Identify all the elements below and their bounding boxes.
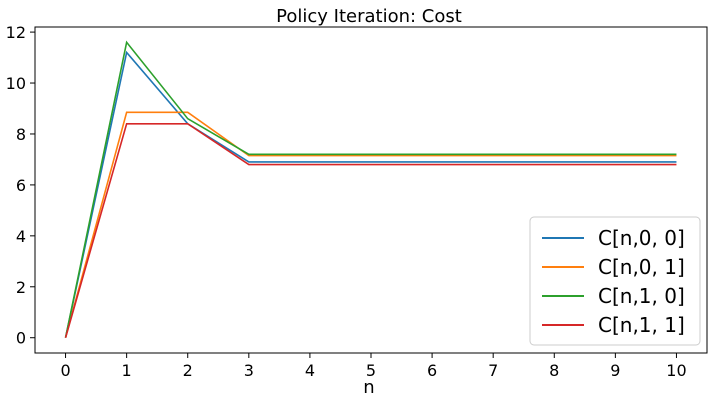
series-line-2 [64, 40, 677, 338]
y-tick-label: 2 [16, 278, 26, 297]
x-tick-label: 4 [305, 361, 315, 380]
legend: C[n,0, 0] C[n,0, 1] C[n,1, 0] C[n,1, 1] [529, 216, 701, 346]
x-tick-label: 10 [666, 361, 686, 380]
chart-title: Policy Iteration: Cost [276, 6, 462, 27]
x-tick-label: 7 [488, 361, 498, 380]
x-axis-title: n [363, 377, 374, 398]
legend-box [529, 216, 701, 346]
x-tick-label: 5 [366, 361, 376, 380]
legend-label: C[n,1, 1] [598, 313, 685, 337]
x-tick-label: 9 [610, 361, 620, 380]
series-layer [64, 40, 677, 338]
x-tick-label: 8 [549, 361, 559, 380]
x-tick-label: 0 [60, 361, 70, 380]
y-tick-label: 6 [16, 176, 26, 195]
x-tick-label: 1 [122, 361, 132, 380]
legend-label: C[n,0, 1] [598, 255, 685, 279]
y-tick-label: 0 [16, 329, 26, 348]
x-tick-label: 6 [427, 361, 437, 380]
series-line-3 [64, 122, 677, 338]
series-line-0 [64, 50, 677, 338]
legend-label: C[n,0, 0] [598, 226, 685, 250]
y-axis: 0 2 4 6 8 10 12 [6, 23, 35, 348]
y-tick-label: 10 [6, 74, 26, 93]
y-tick-label: 8 [16, 125, 26, 144]
series-line-1 [64, 111, 677, 338]
y-tick-label: 4 [16, 227, 26, 246]
x-tick-label: 3 [244, 361, 254, 380]
x-tick-label: 2 [183, 361, 193, 380]
x-axis: 0 1 2 3 4 5 6 7 8 9 10 [60, 353, 687, 380]
y-tick-label: 12 [6, 23, 26, 42]
legend-label: C[n,1, 0] [598, 284, 685, 308]
